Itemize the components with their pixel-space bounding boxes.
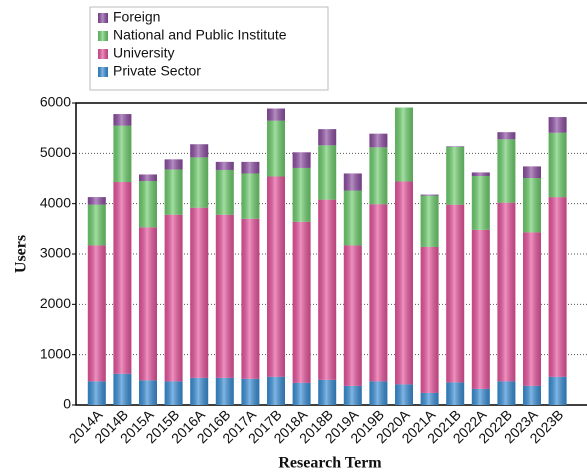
bar-shine <box>164 159 183 170</box>
bar-shine <box>215 169 234 215</box>
y-axis-title: Users <box>13 235 30 273</box>
legend-swatch-shine <box>98 13 108 23</box>
bar-shine <box>548 132 567 198</box>
bar-shine <box>190 157 209 208</box>
legend-box <box>89 6 329 91</box>
bar-shine <box>446 146 465 205</box>
bar-shine <box>523 177 541 233</box>
y-tick-label: 1000 <box>40 345 71 361</box>
bar-shine <box>548 376 567 405</box>
bar-shine <box>497 381 516 405</box>
bar-shine <box>164 214 183 382</box>
bar-shine <box>241 218 260 379</box>
bar-shine <box>471 175 490 230</box>
bar-shine <box>139 227 157 381</box>
bar-shine <box>318 199 337 380</box>
y-tick-label: 5000 <box>40 144 71 160</box>
bar-shine <box>369 133 388 148</box>
y-tick-label: 0 <box>63 396 71 412</box>
bar-shine <box>395 107 413 182</box>
bar-shine <box>318 379 337 405</box>
bar-shine <box>292 382 311 405</box>
bar-shine <box>318 129 337 146</box>
bar-shine <box>343 190 362 246</box>
bar-shine <box>395 181 413 385</box>
bar-shine <box>343 385 362 405</box>
bar-shine <box>318 145 337 200</box>
bar-shine <box>139 181 157 228</box>
bar-shine <box>420 194 439 196</box>
bar-shine <box>113 114 132 126</box>
bar-shine <box>87 381 106 405</box>
bar-shine <box>523 166 541 178</box>
legend-label: University <box>113 45 174 61</box>
bar-shine <box>548 117 567 133</box>
bar-shine <box>420 246 439 393</box>
y-tick-label: 6000 <box>40 94 71 110</box>
bar-shine <box>343 173 362 191</box>
bar-shine <box>292 167 311 222</box>
bar-shine <box>139 380 157 405</box>
bar-shine <box>471 229 490 389</box>
bar-shine <box>113 373 132 405</box>
bar-shine <box>523 232 541 386</box>
bar-shine <box>446 146 465 147</box>
bar-shine <box>446 382 465 405</box>
bar-shine <box>446 204 465 383</box>
legend-swatch-shine <box>98 67 108 77</box>
bar-shine <box>215 214 234 378</box>
legend-label: National and Public Institute <box>113 27 287 43</box>
bar-shine <box>497 132 516 140</box>
bar-shine <box>420 195 439 247</box>
bar-shine <box>139 174 157 182</box>
bar-shine <box>420 392 439 405</box>
legend-label: Foreign <box>113 9 160 25</box>
bar-shine <box>471 388 490 405</box>
bar-shine <box>87 204 106 246</box>
bar-shine <box>241 161 260 174</box>
bar-shine <box>190 207 209 378</box>
bar-shine <box>548 197 567 377</box>
y-tick-label: 3000 <box>40 245 71 261</box>
bar-shine <box>87 197 106 205</box>
bar-shine <box>395 384 413 405</box>
bar-shine <box>190 377 209 405</box>
x-axis-title: Research Term <box>278 455 382 472</box>
bar-shine <box>113 182 132 374</box>
bar-shine <box>369 381 388 405</box>
y-tick-label: 2000 <box>40 295 71 311</box>
bar-shine <box>190 144 209 158</box>
bar-shine <box>113 125 132 183</box>
bar-shine <box>497 139 516 203</box>
bar-shine <box>523 385 541 405</box>
bar-shine <box>267 120 285 177</box>
legend-swatch-shine <box>98 49 108 59</box>
bar-shine <box>343 245 362 386</box>
bar-shine <box>215 377 234 405</box>
bar-shine <box>369 204 388 382</box>
bar-shine <box>164 169 183 215</box>
bar-shine <box>267 108 285 121</box>
bar-shine <box>497 202 516 382</box>
bar-shine <box>369 147 388 205</box>
bar-shine <box>215 161 234 170</box>
bar-shine <box>267 176 285 377</box>
bar-shine <box>292 152 311 168</box>
y-tick-label: 4000 <box>40 194 71 210</box>
bar-shine <box>241 173 260 219</box>
legend-swatch-shine <box>98 31 108 41</box>
bar-shine <box>267 376 285 405</box>
legend-label: Private Sector <box>113 63 201 79</box>
bar-shine <box>87 245 106 382</box>
bar-shine <box>471 172 490 176</box>
bar-shine <box>164 381 183 405</box>
bar-shine <box>292 221 311 383</box>
bar-shine <box>241 378 260 405</box>
